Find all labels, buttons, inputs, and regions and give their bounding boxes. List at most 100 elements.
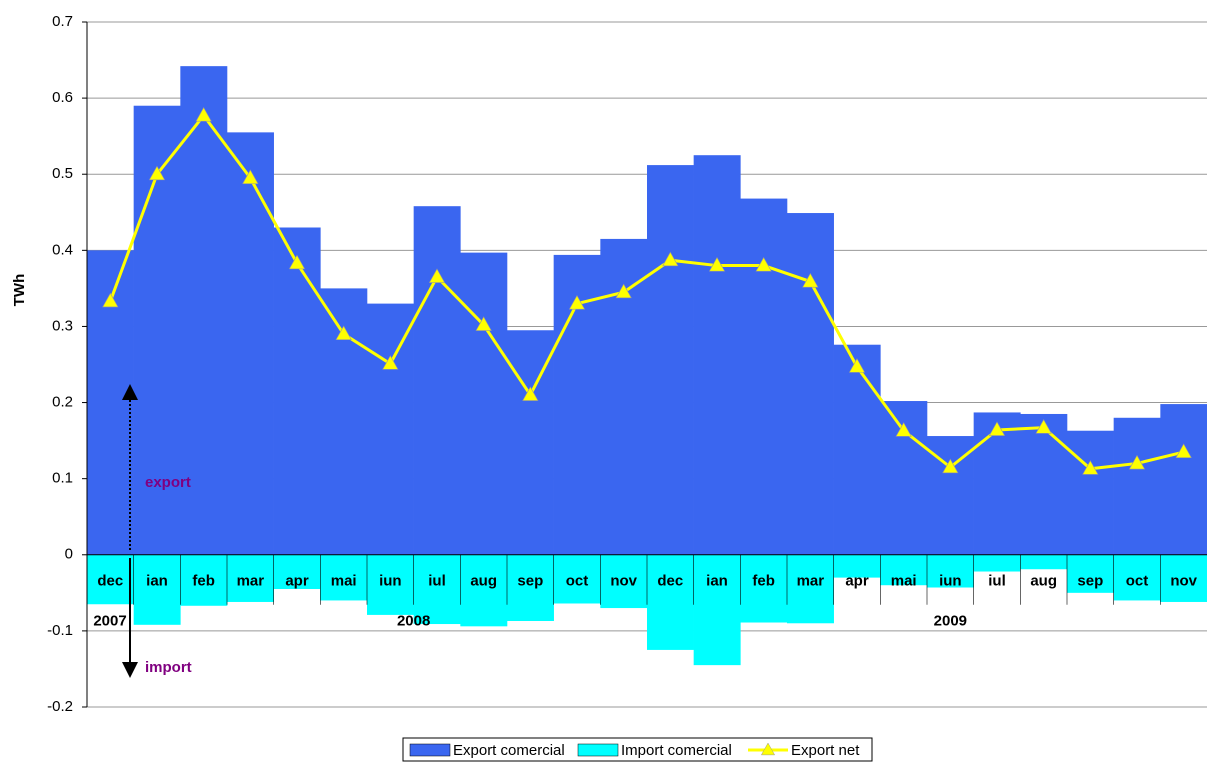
bar bbox=[647, 554, 694, 650]
legend-marker bbox=[760, 742, 776, 756]
annotation: import bbox=[145, 659, 192, 676]
y-tick-label: -0.2 bbox=[47, 698, 73, 715]
bar bbox=[133, 554, 181, 625]
bar bbox=[693, 554, 741, 666]
marker bbox=[662, 251, 679, 267]
bar bbox=[1113, 554, 1161, 601]
bar bbox=[133, 105, 181, 555]
x-tick-label: apr bbox=[285, 573, 309, 590]
marker bbox=[382, 355, 399, 370]
x-tick-label: feb bbox=[192, 573, 215, 590]
marker bbox=[102, 292, 119, 308]
x-tick-label: nov bbox=[1170, 573, 1197, 590]
marker bbox=[288, 254, 306, 270]
bar bbox=[1020, 413, 1068, 555]
bar bbox=[927, 554, 974, 588]
marker bbox=[802, 272, 819, 288]
y-tick-label: 0.1 bbox=[52, 470, 73, 487]
x-tick-label: oct bbox=[566, 573, 589, 590]
bar bbox=[600, 554, 648, 609]
x-tick-label: iul bbox=[428, 573, 446, 590]
y-axis-label: TWh bbox=[11, 274, 28, 306]
bar bbox=[367, 554, 414, 615]
y-tick-label: 0.4 bbox=[52, 241, 73, 258]
bar bbox=[1113, 417, 1161, 555]
legend-swatch bbox=[409, 743, 451, 757]
x-tick-label: aug bbox=[1030, 573, 1057, 590]
year-label: 2007 bbox=[93, 613, 126, 630]
bar bbox=[1160, 404, 1207, 555]
marker bbox=[988, 421, 1006, 436]
x-tick-label: aug bbox=[470, 573, 497, 590]
x-tick-label: nov bbox=[610, 573, 637, 590]
bar bbox=[460, 252, 508, 555]
x-tick-label: iun bbox=[379, 573, 402, 590]
legend: Export comercial Import comercial Export n… bbox=[402, 737, 873, 762]
bar bbox=[367, 303, 414, 555]
year-label: 2009 bbox=[934, 613, 967, 630]
marker bbox=[942, 458, 959, 474]
y-tick-label: 0.2 bbox=[52, 394, 73, 411]
bar bbox=[413, 206, 461, 555]
marker bbox=[615, 283, 632, 299]
bar bbox=[1067, 554, 1114, 593]
marker bbox=[708, 256, 726, 272]
marker bbox=[895, 422, 912, 437]
x-tick-label: mar bbox=[237, 573, 265, 590]
y-tick-label: 0.3 bbox=[52, 317, 73, 334]
x-tick-label: dec bbox=[97, 573, 123, 590]
bar bbox=[1067, 430, 1114, 555]
x-tick-label: apr bbox=[845, 573, 869, 590]
bar bbox=[273, 554, 321, 590]
marker bbox=[755, 256, 772, 272]
bar bbox=[1020, 554, 1068, 570]
annotation: export bbox=[145, 474, 191, 491]
line bbox=[108, 113, 1185, 471]
marker bbox=[335, 325, 352, 340]
marker bbox=[1082, 460, 1099, 475]
bar bbox=[880, 554, 928, 586]
bar bbox=[180, 66, 228, 555]
bar bbox=[507, 554, 554, 621]
marker bbox=[568, 294, 586, 310]
bar bbox=[87, 554, 134, 605]
marker bbox=[1128, 454, 1146, 470]
x-tick-label: sep bbox=[517, 573, 543, 590]
year-label: 2008 bbox=[397, 613, 430, 630]
bar bbox=[507, 330, 554, 555]
y-tick-label: -0.1 bbox=[47, 622, 73, 639]
y-tick-label: 0.5 bbox=[52, 165, 73, 182]
marker bbox=[195, 107, 212, 122]
y-tick-label: 0.6 bbox=[52, 89, 73, 106]
y-tick-label: 0.7 bbox=[52, 13, 73, 30]
bar bbox=[227, 554, 274, 602]
bar bbox=[553, 554, 601, 604]
bar bbox=[973, 412, 1021, 555]
x-tick-label: sep bbox=[1077, 573, 1103, 590]
bar bbox=[973, 554, 1021, 572]
x-tick-label: mar bbox=[797, 573, 825, 590]
x-tick-label: ian bbox=[706, 573, 728, 590]
x-tick-label: mai bbox=[331, 573, 357, 590]
marker bbox=[148, 165, 166, 181]
y-tick-label: 0 bbox=[65, 546, 73, 563]
marker bbox=[475, 316, 492, 331]
x-tick-label: feb bbox=[752, 573, 775, 590]
x-tick-label: ian bbox=[146, 573, 168, 590]
legend-label: Import comercial bbox=[621, 742, 732, 759]
bar bbox=[320, 554, 368, 601]
x-tick-label: dec bbox=[657, 573, 683, 590]
x-tick-label: iul bbox=[988, 573, 1006, 590]
bar bbox=[647, 165, 694, 555]
legend-label: Export net bbox=[791, 742, 860, 759]
marker bbox=[1175, 443, 1192, 458]
bar bbox=[740, 198, 788, 555]
legend-label: Export comercial bbox=[453, 742, 565, 759]
bar bbox=[180, 554, 228, 606]
x-tick-label: mai bbox=[891, 573, 917, 590]
marker bbox=[242, 169, 259, 184]
marker bbox=[428, 268, 446, 283]
bar bbox=[833, 554, 881, 578]
bar bbox=[273, 227, 321, 555]
